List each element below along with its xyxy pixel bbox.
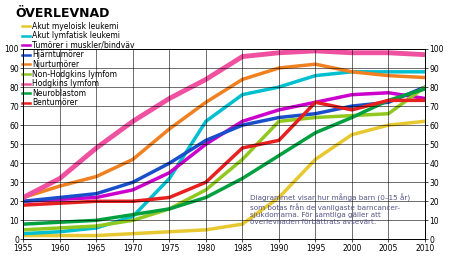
Text: ÖVERLEVNAD: ÖVERLEVNAD	[15, 7, 110, 20]
Text: Diagrammet visar hur många barn (0–15 år)
som botas från de vanligaste barncance: Diagrammet visar hur många barn (0–15 år…	[250, 194, 410, 225]
Legend: Akut myeloisk leukemi, Akut lymfatisk leukemi, Tumörer i muskler/bindväv, Hjärnt: Akut myeloisk leukemi, Akut lymfatisk le…	[19, 18, 138, 110]
